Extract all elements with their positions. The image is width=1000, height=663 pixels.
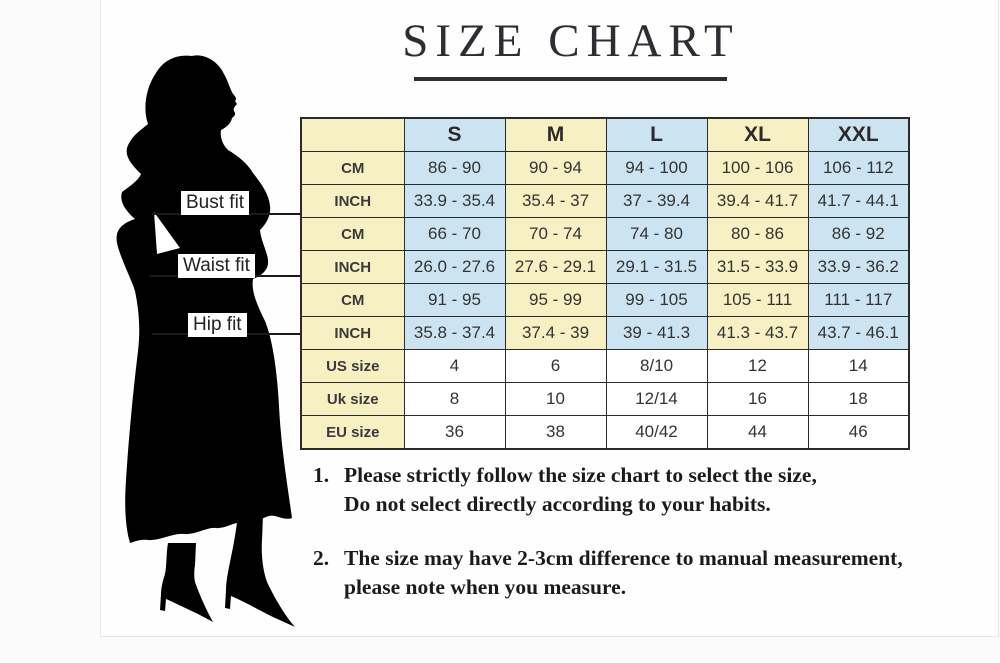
cell: 66 - 70 <box>403 217 506 251</box>
waist-fit-label: Waist fit <box>178 254 255 278</box>
cell: 37.4 - 39 <box>504 316 607 350</box>
size-table: S M L XL XXL CM 86 - 90 90 - 94 94 - 100… <box>300 117 910 450</box>
row-label: INCH <box>300 184 405 218</box>
header-row: S M L XL XXL <box>300 117 910 152</box>
table-row-bust-cm: CM 86 - 90 90 - 94 94 - 100 100 - 106 10… <box>300 151 910 185</box>
cell: 105 - 111 <box>706 283 809 317</box>
cell: 39.4 - 41.7 <box>706 184 809 218</box>
cell: 29.1 - 31.5 <box>605 250 708 284</box>
cell: 86 - 92 <box>807 217 910 251</box>
cell: 14 <box>807 349 910 383</box>
row-label: US size <box>300 349 405 383</box>
cell: 40/42 <box>605 415 708 450</box>
cell: 95 - 99 <box>504 283 607 317</box>
note-text: The size may have 2-3cm difference to ma… <box>344 544 903 602</box>
cell: 80 - 86 <box>706 217 809 251</box>
note-number: 2. <box>313 546 330 570</box>
cell: 38 <box>504 415 607 450</box>
note-1: 1. Please strictly follow the size chart… <box>313 461 817 519</box>
cell: 8/10 <box>605 349 708 383</box>
cell: 41.7 - 44.1 <box>807 184 910 218</box>
column-header-xxl: XXL <box>807 117 910 152</box>
cell: 27.6 - 29.1 <box>504 250 607 284</box>
note-line: Please strictly follow the size chart to… <box>344 463 817 487</box>
column-header-l: L <box>605 117 708 152</box>
cell: 33.9 - 36.2 <box>807 250 910 284</box>
cell: 35.4 - 37 <box>504 184 607 218</box>
column-header-m: M <box>504 117 607 152</box>
column-header-s: S <box>403 117 506 152</box>
cell: 70 - 74 <box>504 217 607 251</box>
cell: 90 - 94 <box>504 151 607 185</box>
row-label: EU size <box>300 415 405 450</box>
cell: 10 <box>504 382 607 416</box>
table-row-waist-cm: CM 66 - 70 70 - 74 74 - 80 80 - 86 86 - … <box>300 217 910 251</box>
cell: 99 - 105 <box>605 283 708 317</box>
cell: 74 - 80 <box>605 217 708 251</box>
cell: 86 - 90 <box>403 151 506 185</box>
cell: 12 <box>706 349 809 383</box>
row-label: CM <box>300 283 405 317</box>
table-row-bust-inch: INCH 33.9 - 35.4 35.4 - 37 37 - 39.4 39.… <box>300 184 910 218</box>
note-2: 2. The size may have 2-3cm difference to… <box>313 544 903 602</box>
arm-gap <box>154 212 180 254</box>
table-row-uk-size: Uk size 8 10 12/14 16 18 <box>300 382 910 416</box>
cell: 39 - 41.3 <box>605 316 708 350</box>
row-label: INCH <box>300 250 405 284</box>
cell: 37 - 39.4 <box>605 184 708 218</box>
table-row-eu-size: EU size 36 38 40/42 44 46 <box>300 415 910 450</box>
cell: 8 <box>403 382 506 416</box>
cell: 44 <box>706 415 809 450</box>
bust-fit-label: Bust fit <box>181 191 250 215</box>
column-header-xl: XL <box>706 117 809 152</box>
cell: 36 <box>403 415 506 450</box>
table-row-waist-inch: INCH 26.0 - 27.6 27.6 - 29.1 29.1 - 31.5… <box>300 250 910 284</box>
cell: 111 - 117 <box>807 283 910 317</box>
page-title: SIZE CHART <box>402 15 740 67</box>
cell: 94 - 100 <box>605 151 708 185</box>
cell: 33.9 - 35.4 <box>403 184 506 218</box>
cell: 16 <box>706 382 809 416</box>
hip-fit-label: Hip fit <box>188 313 247 337</box>
note-line: please note when you measure. <box>344 575 627 599</box>
note-line: Do not select directly according to your… <box>344 492 771 516</box>
cell: 46 <box>807 415 910 450</box>
cell: 18 <box>807 382 910 416</box>
cell: 43.7 - 46.1 <box>807 316 910 350</box>
row-label: CM <box>300 151 405 185</box>
cell: 31.5 - 33.9 <box>706 250 809 284</box>
cell: 12/14 <box>605 382 708 416</box>
cell: 106 - 112 <box>807 151 910 185</box>
cell: 4 <box>403 349 506 383</box>
table-row-hip-inch: INCH 35.8 - 37.4 37.4 - 39 39 - 41.3 41.… <box>300 316 910 350</box>
cell: 100 - 106 <box>706 151 809 185</box>
table-row-hip-cm: CM 91 - 95 95 - 99 99 - 105 105 - 111 11… <box>300 283 910 317</box>
title-underline <box>414 77 727 81</box>
table-row-us-size: US size 4 6 8/10 12 14 <box>300 349 910 383</box>
row-label: Uk size <box>300 382 405 416</box>
cell: 41.3 - 43.7 <box>706 316 809 350</box>
row-label: CM <box>300 217 405 251</box>
row-label: INCH <box>300 316 405 350</box>
cell: 26.0 - 27.6 <box>403 250 506 284</box>
woman-silhouette <box>116 55 295 627</box>
note-number: 1. <box>313 463 330 487</box>
cell: 35.8 - 37.4 <box>403 316 506 350</box>
note-line: The size may have 2-3cm difference to ma… <box>344 546 903 570</box>
note-text: Please strictly follow the size chart to… <box>344 461 817 519</box>
cell: 6 <box>504 349 607 383</box>
corner-cell <box>300 117 405 152</box>
cell: 91 - 95 <box>403 283 506 317</box>
